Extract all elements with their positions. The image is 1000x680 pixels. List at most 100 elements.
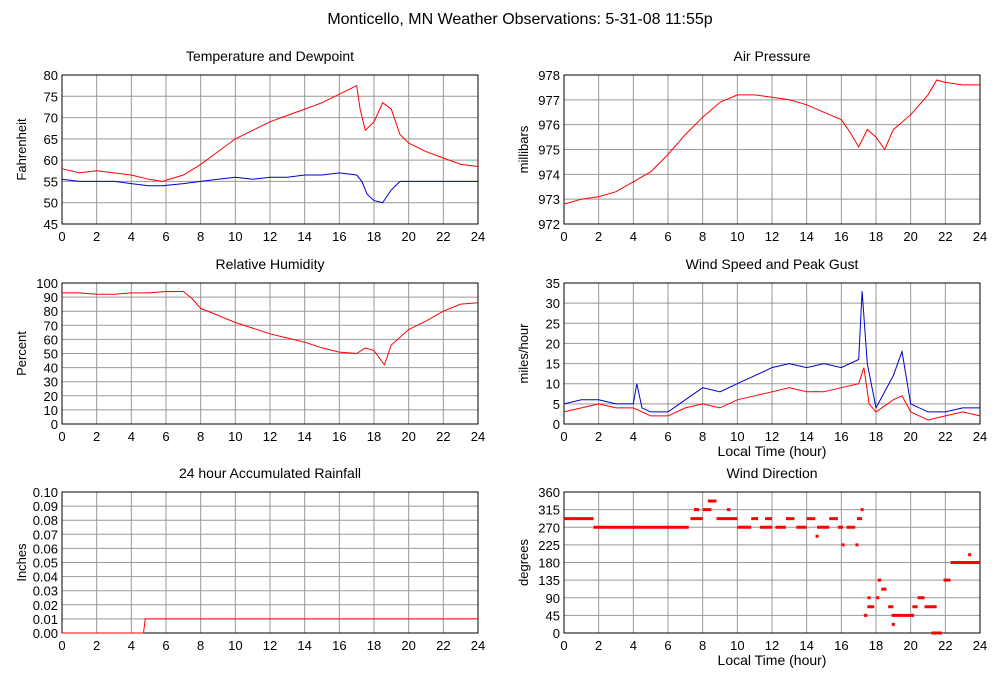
direction-point bbox=[910, 613, 914, 617]
series-line-0 bbox=[563, 367, 981, 421]
x-tick-label: 22 bbox=[436, 429, 450, 444]
y-tick-label: 0.04 bbox=[33, 570, 58, 585]
figure-title: Monticello, MN Weather Observations: 5-3… bbox=[327, 11, 712, 28]
chart-title: Air Pressure bbox=[733, 48, 810, 64]
y-tick-label: 25 bbox=[546, 316, 560, 331]
direction-point bbox=[841, 543, 845, 547]
y-tick-label: 978 bbox=[538, 68, 560, 83]
series-line-0 bbox=[62, 291, 479, 366]
x-tick-label: 0 bbox=[58, 638, 65, 653]
y-tick-label: 315 bbox=[538, 503, 560, 518]
y-tick-label: 0 bbox=[553, 626, 560, 641]
x-tick-label: 8 bbox=[197, 229, 204, 244]
y-tick-label: 40 bbox=[44, 361, 58, 376]
x-tick-label: 0 bbox=[58, 229, 65, 244]
direction-point bbox=[968, 553, 972, 557]
x-tick-label: 24 bbox=[973, 429, 987, 444]
chart-title: 24 hour Accumulated Rainfall bbox=[179, 465, 361, 481]
y-tick-label: 15 bbox=[546, 357, 560, 372]
x-tick-label: 4 bbox=[630, 429, 637, 444]
x-tick-label: 14 bbox=[297, 429, 311, 444]
x-tick-label: 20 bbox=[401, 229, 415, 244]
y-tick-label: 0.07 bbox=[33, 527, 58, 542]
x-axis-label: Local Time (hour) bbox=[718, 443, 827, 459]
y-tick-label: 974 bbox=[538, 167, 560, 182]
x-tick-label: 10 bbox=[730, 229, 744, 244]
x-tick-label: 2 bbox=[595, 638, 602, 653]
y-tick-label: 972 bbox=[538, 217, 560, 232]
x-tick-label: 24 bbox=[471, 229, 485, 244]
y-tick-label: 0.09 bbox=[33, 499, 58, 514]
x-tick-label: 16 bbox=[332, 638, 346, 653]
x-tick-label: 2 bbox=[93, 229, 100, 244]
y-tick-label: 225 bbox=[538, 538, 560, 553]
y-tick-label: 75 bbox=[44, 89, 58, 104]
y-tick-label: 360 bbox=[538, 485, 560, 500]
x-tick-label: 12 bbox=[765, 638, 779, 653]
x-tick-label: 14 bbox=[297, 638, 311, 653]
series-line-1 bbox=[61, 172, 478, 204]
x-tick-label: 16 bbox=[834, 638, 848, 653]
plot-frame bbox=[61, 282, 479, 425]
chart-wind: 0 2 4 6 8 10 12 14 16 18 20 22 2405101520253035Wind … bbox=[516, 256, 987, 459]
y-tick-label: 100 bbox=[36, 276, 58, 291]
y-tick-label: 10 bbox=[546, 377, 560, 392]
y-tick-label: 80 bbox=[44, 304, 58, 319]
x-tick-label: 22 bbox=[938, 229, 952, 244]
y-tick-label: 0.08 bbox=[33, 513, 58, 528]
x-tick-label: 18 bbox=[869, 429, 883, 444]
chart-press: 0 2 4 6 8 10 12 14 16 18 20 22 249729739749759769779… bbox=[516, 48, 987, 244]
x-tick-label: 6 bbox=[162, 229, 169, 244]
y-tick-label: 55 bbox=[44, 174, 58, 189]
x-tick-label: 22 bbox=[938, 429, 952, 444]
x-tick-label: 0 bbox=[560, 638, 567, 653]
x-tick-label: 14 bbox=[799, 638, 813, 653]
x-tick-label: 2 bbox=[93, 638, 100, 653]
chart-title: Wind Direction bbox=[726, 465, 817, 481]
chart-rain: 0 2 4 6 8 10 12 14 16 18 20 22 240.000.010.020.030.0… bbox=[14, 465, 485, 653]
x-tick-label: 16 bbox=[834, 429, 848, 444]
y-tick-label: 60 bbox=[44, 332, 58, 347]
x-tick-label: 18 bbox=[367, 229, 381, 244]
x-tick-label: 10 bbox=[228, 429, 242, 444]
y-tick-label: 975 bbox=[538, 143, 560, 158]
x-tick-label: 12 bbox=[263, 229, 277, 244]
x-tick-label: 24 bbox=[471, 638, 485, 653]
x-tick-label: 16 bbox=[332, 429, 346, 444]
direction-point bbox=[855, 543, 859, 547]
y-tick-label: 70 bbox=[44, 318, 58, 333]
x-tick-label: 2 bbox=[595, 429, 602, 444]
x-tick-label: 8 bbox=[197, 638, 204, 653]
y-tick-label: 977 bbox=[538, 93, 560, 108]
x-tick-label: 18 bbox=[367, 429, 381, 444]
x-tick-label: 10 bbox=[730, 429, 744, 444]
x-tick-label: 4 bbox=[128, 638, 135, 653]
y-tick-label: 5 bbox=[553, 397, 560, 412]
x-tick-label: 16 bbox=[834, 229, 848, 244]
y-tick-label: 10 bbox=[44, 403, 58, 418]
plot-frame bbox=[563, 74, 981, 225]
y-tick-label: 0.03 bbox=[33, 584, 58, 599]
chart-dir: 0 2 4 6 8 10 12 14 16 18 20 22 240459013518022527031… bbox=[516, 465, 987, 668]
y-tick-label: 0.06 bbox=[33, 541, 58, 556]
y-tick-label: 0.02 bbox=[33, 598, 58, 613]
plot-frame bbox=[61, 74, 479, 225]
x-tick-label: 12 bbox=[263, 429, 277, 444]
x-tick-label: 8 bbox=[197, 429, 204, 444]
y-tick-label: 20 bbox=[44, 389, 58, 404]
x-tick-label: 20 bbox=[401, 429, 415, 444]
x-tick-label: 2 bbox=[595, 229, 602, 244]
direction-point bbox=[867, 596, 871, 600]
x-tick-label: 24 bbox=[973, 229, 987, 244]
y-tick-label: 973 bbox=[538, 192, 560, 207]
x-tick-label: 2 bbox=[93, 429, 100, 444]
x-tick-label: 0 bbox=[560, 429, 567, 444]
x-tick-label: 4 bbox=[128, 229, 135, 244]
series-line-0 bbox=[61, 84, 479, 182]
y-tick-label: 60 bbox=[44, 153, 58, 168]
y-tick-label: 50 bbox=[44, 196, 58, 211]
x-tick-label: 0 bbox=[560, 229, 567, 244]
y-axis-label: Fahrenheit bbox=[14, 118, 29, 181]
plot-frame bbox=[563, 282, 981, 425]
